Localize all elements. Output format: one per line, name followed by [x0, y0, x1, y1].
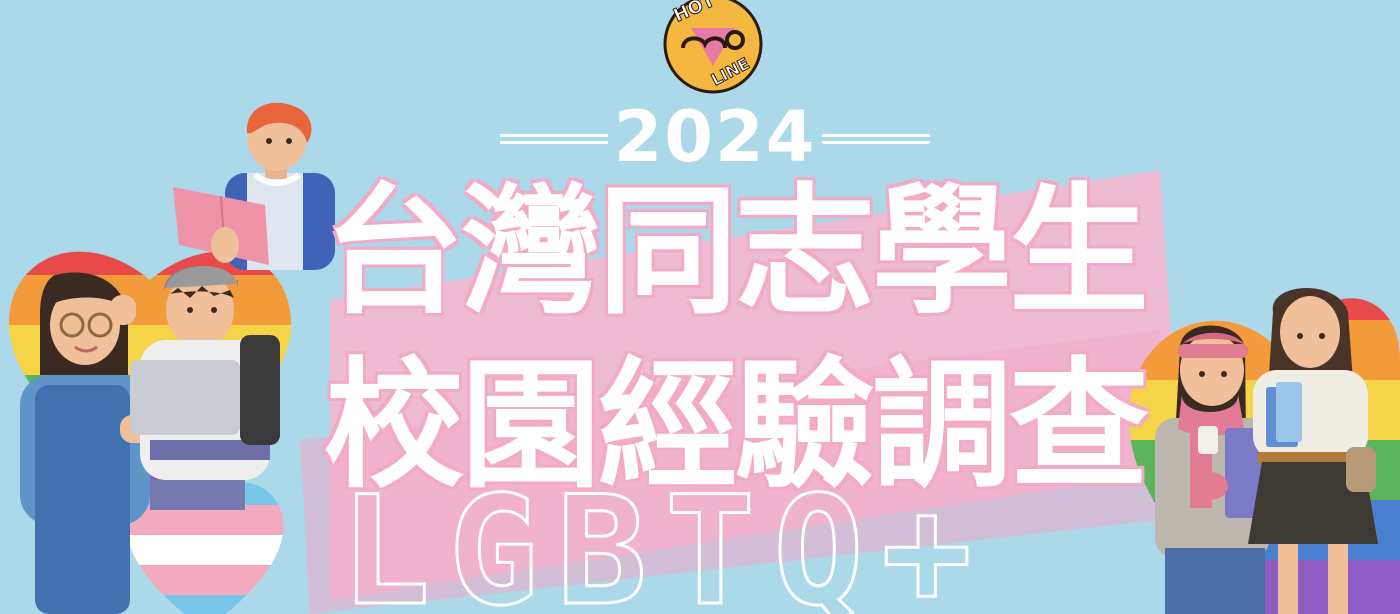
year-header: 2024: [500, 96, 930, 178]
year-label: 2024: [613, 96, 817, 178]
title-line-1: 台灣同志學生: [323, 171, 1149, 334]
title-line-2: 校園經驗調查: [323, 345, 1149, 508]
person-reading-figure: [173, 102, 335, 270]
person-cap-figure: [130, 265, 280, 510]
person-books-figure: [1248, 287, 1378, 614]
hotline-logo-icon: HOT LINE: [663, 0, 763, 94]
person-glasses-figure: [20, 272, 191, 614]
lgbtq-outline-text: LGBTQ+: [339, 465, 990, 614]
year-rule-right: [822, 134, 930, 144]
trans-heart-icon: [126, 482, 284, 614]
person-beanie-figure: [1155, 325, 1270, 614]
year-rule-left: [500, 134, 608, 144]
